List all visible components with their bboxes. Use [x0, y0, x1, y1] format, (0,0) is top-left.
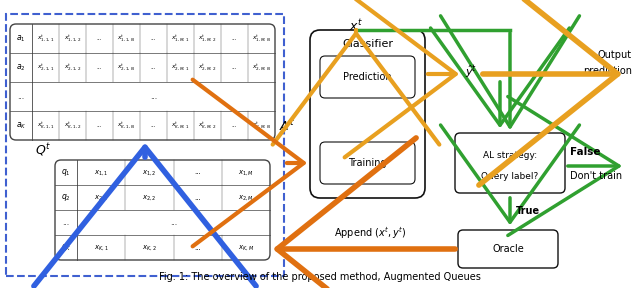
Text: Prediction: Prediction: [343, 72, 392, 82]
Text: $x^t_{K,1,2}$: $x^t_{K,1,2}$: [64, 121, 81, 130]
FancyBboxPatch shape: [320, 142, 415, 184]
Text: $x^t_{1,1,1}$: $x^t_{1,1,1}$: [37, 34, 54, 43]
FancyBboxPatch shape: [458, 230, 558, 268]
Text: $x_{K,2}$: $x_{K,2}$: [142, 243, 157, 252]
Text: prediction: prediction: [583, 66, 632, 76]
Text: ...: ...: [63, 218, 70, 227]
Text: $x^t_{1,M,1}$: $x^t_{1,M,1}$: [172, 34, 189, 43]
Text: $q_2$: $q_2$: [61, 192, 71, 203]
Text: ...: ...: [195, 194, 201, 200]
Text: $x^t$: $x^t$: [349, 18, 363, 34]
Text: Append $(x^t, y^t)$: Append $(x^t, y^t)$: [333, 225, 406, 241]
Text: $x^t_{1,1,2}$: $x^t_{1,1,2}$: [64, 34, 81, 43]
Text: $\hat{y}^t$: $\hat{y}^t$: [465, 63, 477, 81]
Text: $x^t_{2,M,N}$: $x^t_{2,M,N}$: [252, 63, 271, 72]
Text: ...: ...: [150, 92, 157, 101]
Text: $x^t_{2,M,2}$: $x^t_{2,M,2}$: [198, 63, 216, 72]
FancyBboxPatch shape: [310, 30, 425, 198]
Text: $q_1$: $q_1$: [61, 167, 71, 178]
Text: Output: Output: [598, 50, 632, 60]
Text: ...: ...: [195, 245, 201, 251]
Text: ...: ...: [97, 36, 102, 41]
Text: Oracle: Oracle: [492, 244, 524, 254]
Text: ...: ...: [232, 36, 237, 41]
FancyBboxPatch shape: [455, 133, 565, 193]
Text: ...: ...: [17, 92, 24, 101]
Text: False: False: [570, 147, 600, 157]
Bar: [6, 14, 284, 276]
Text: Fig. 1: The overview of the proposed method, Augmented Queues: Fig. 1: The overview of the proposed met…: [159, 272, 481, 282]
Text: ...: ...: [150, 65, 156, 70]
Text: ...: ...: [232, 65, 237, 70]
Text: $q_K$: $q_K$: [61, 242, 71, 253]
Text: $x_{K,1}$: $x_{K,1}$: [94, 243, 108, 252]
Text: ...: ...: [97, 65, 102, 70]
Text: $x_{1,2}$: $x_{1,2}$: [142, 168, 157, 177]
Text: ...: ...: [195, 170, 201, 175]
Text: $x^t_{2,1,1}$: $x^t_{2,1,1}$: [37, 63, 54, 72]
Text: ...: ...: [232, 123, 237, 128]
Text: $x^t_{K,M,N}$: $x^t_{K,M,N}$: [252, 121, 271, 130]
Text: $x_{1,1}$: $x_{1,1}$: [94, 168, 108, 177]
Text: $x^t_{2,1,N}$: $x^t_{2,1,N}$: [118, 63, 136, 72]
Text: $x^t_{K,M,1}$: $x^t_{K,M,1}$: [172, 121, 189, 130]
FancyBboxPatch shape: [320, 56, 415, 98]
Text: AL strategy:: AL strategy:: [483, 151, 537, 160]
Text: $x^t_{1,M,N}$: $x^t_{1,M,N}$: [252, 34, 271, 43]
FancyBboxPatch shape: [10, 24, 275, 140]
Text: $Q^t$: $Q^t$: [35, 141, 51, 158]
Text: Classifier: Classifier: [342, 39, 393, 49]
Text: Query label?: Query label?: [481, 172, 539, 181]
Text: $x_{1,M}$: $x_{1,M}$: [238, 168, 254, 177]
Text: $x^t_{K,1,1}$: $x^t_{K,1,1}$: [37, 121, 54, 130]
Text: $x^t_{2,M,1}$: $x^t_{2,M,1}$: [172, 63, 189, 72]
Text: $x_{2,M}$: $x_{2,M}$: [238, 193, 254, 202]
Text: $a_1$: $a_1$: [16, 33, 26, 44]
Text: $x^t_{2,1,2}$: $x^t_{2,1,2}$: [64, 63, 81, 72]
Text: $x_{2,2}$: $x_{2,2}$: [142, 193, 157, 202]
Text: ...: ...: [150, 123, 156, 128]
Text: $A^t$: $A^t$: [279, 118, 295, 134]
Text: ...: ...: [170, 218, 177, 227]
Text: ...: ...: [150, 36, 156, 41]
Text: True: True: [516, 206, 540, 217]
Text: $x^t_{1,1,N}$: $x^t_{1,1,N}$: [118, 34, 136, 43]
Text: $x^t_{K,M,2}$: $x^t_{K,M,2}$: [198, 121, 217, 130]
Text: $x^t_{K,1,N}$: $x^t_{K,1,N}$: [117, 121, 136, 130]
Text: ...: ...: [97, 123, 102, 128]
FancyBboxPatch shape: [55, 160, 270, 260]
Text: $x^t_{1,M,2}$: $x^t_{1,M,2}$: [198, 34, 216, 43]
Text: $a_2$: $a_2$: [16, 62, 26, 73]
Text: $a_K$: $a_K$: [16, 120, 26, 131]
Text: Don't train: Don't train: [570, 171, 622, 181]
Text: $x_{K,M}$: $x_{K,M}$: [238, 243, 254, 252]
Text: $x_{2,1}$: $x_{2,1}$: [94, 193, 108, 202]
Text: Training: Training: [348, 158, 387, 168]
